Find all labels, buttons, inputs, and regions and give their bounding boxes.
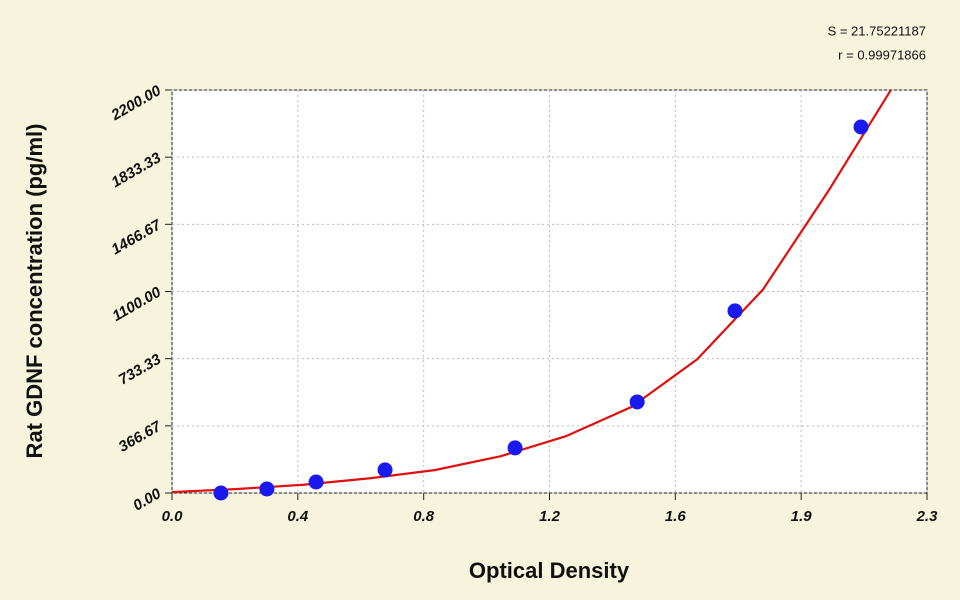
data-point xyxy=(377,462,393,478)
data-point xyxy=(629,394,645,410)
data-point xyxy=(853,119,869,135)
x-tick-label: 1.9 xyxy=(791,508,813,525)
data-point xyxy=(507,440,523,456)
annotation: S = 21.75221187 xyxy=(828,23,926,38)
y-axis-label: Rat GDNF concentration (pg/ml) xyxy=(22,124,47,459)
data-point xyxy=(727,303,743,319)
x-axis-label: Optical Density xyxy=(469,558,630,583)
x-tick-label: 0.0 xyxy=(162,508,184,525)
fit-curve xyxy=(171,89,892,494)
data-point xyxy=(308,474,324,490)
x-tick-label: 0.4 xyxy=(287,508,309,525)
data-point xyxy=(213,485,229,501)
data-point xyxy=(259,481,275,497)
x-tick-label: 1.6 xyxy=(665,508,687,525)
x-tick-label: 2.3 xyxy=(916,508,939,525)
x-tick-label: 0.8 xyxy=(413,508,435,525)
x-tick-label: 1.2 xyxy=(539,508,561,525)
annotation: r = 0.99971866 xyxy=(838,47,926,62)
